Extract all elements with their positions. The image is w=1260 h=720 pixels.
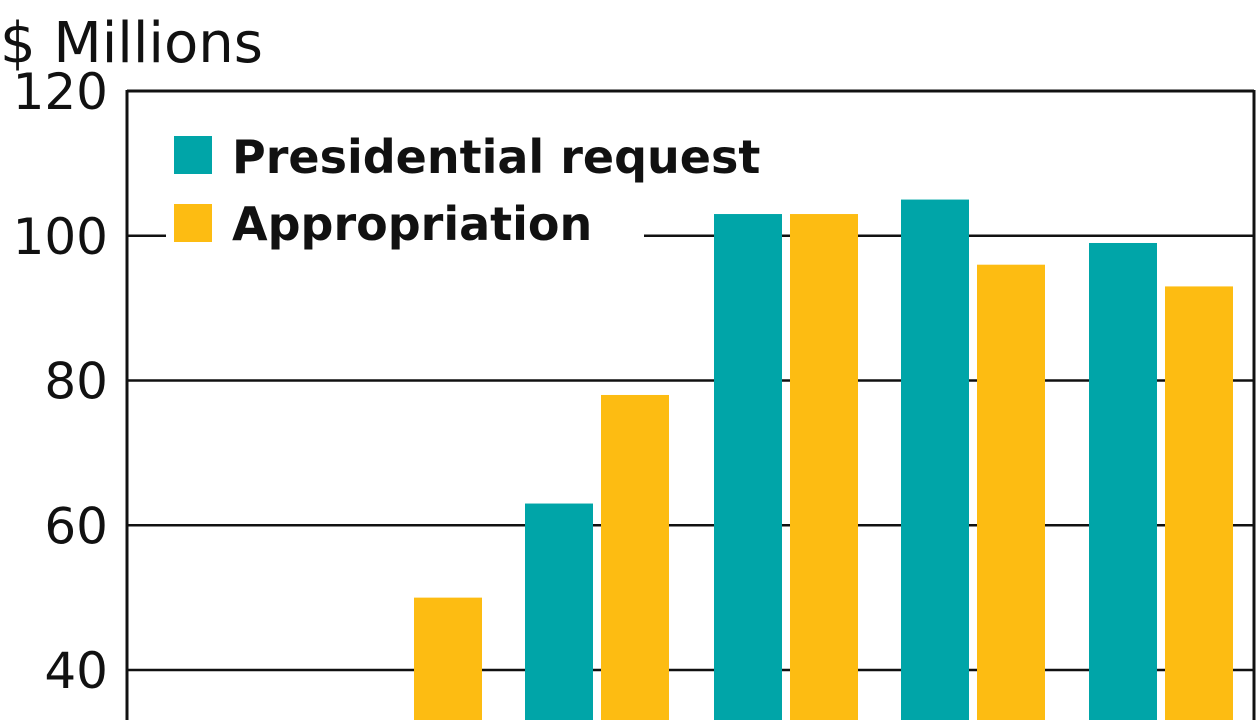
y-tick-label-40: 40 [44,642,108,700]
bar-presidential-5 [901,199,969,720]
bar-appropriation-4 [790,214,858,720]
gridlines [127,234,1254,672]
legend-label-presidential: Presidential request [232,130,760,184]
bar-appropriation-5 [977,264,1045,720]
legend-label-appropriation: Appropriation [232,197,592,251]
legend-swatch-presidential [174,136,212,174]
y-axis-unit-label: $ Millions [0,11,263,76]
bar-presidential-3 [525,503,593,720]
bar-presidential-6 [1089,242,1157,720]
bars [414,199,1233,720]
bar-appropriation-3 [601,394,669,720]
bar-presidential-4 [714,214,782,720]
axes [125,89,1256,720]
bar-appropriation-2 [414,597,482,720]
y-tick-label-100: 100 [13,208,108,266]
y-tick-label-60: 60 [44,497,108,555]
legend-box [166,124,644,254]
y-tick-labels: 40 60 80 100 120 [13,63,108,700]
bar-appropriation-6 [1165,286,1233,720]
y-tick-label-80: 80 [44,353,108,411]
y-tick-label-120: 120 [13,63,108,121]
legend: Presidential request Appropriation [166,124,760,254]
legend-swatch-appropriation [174,204,212,242]
